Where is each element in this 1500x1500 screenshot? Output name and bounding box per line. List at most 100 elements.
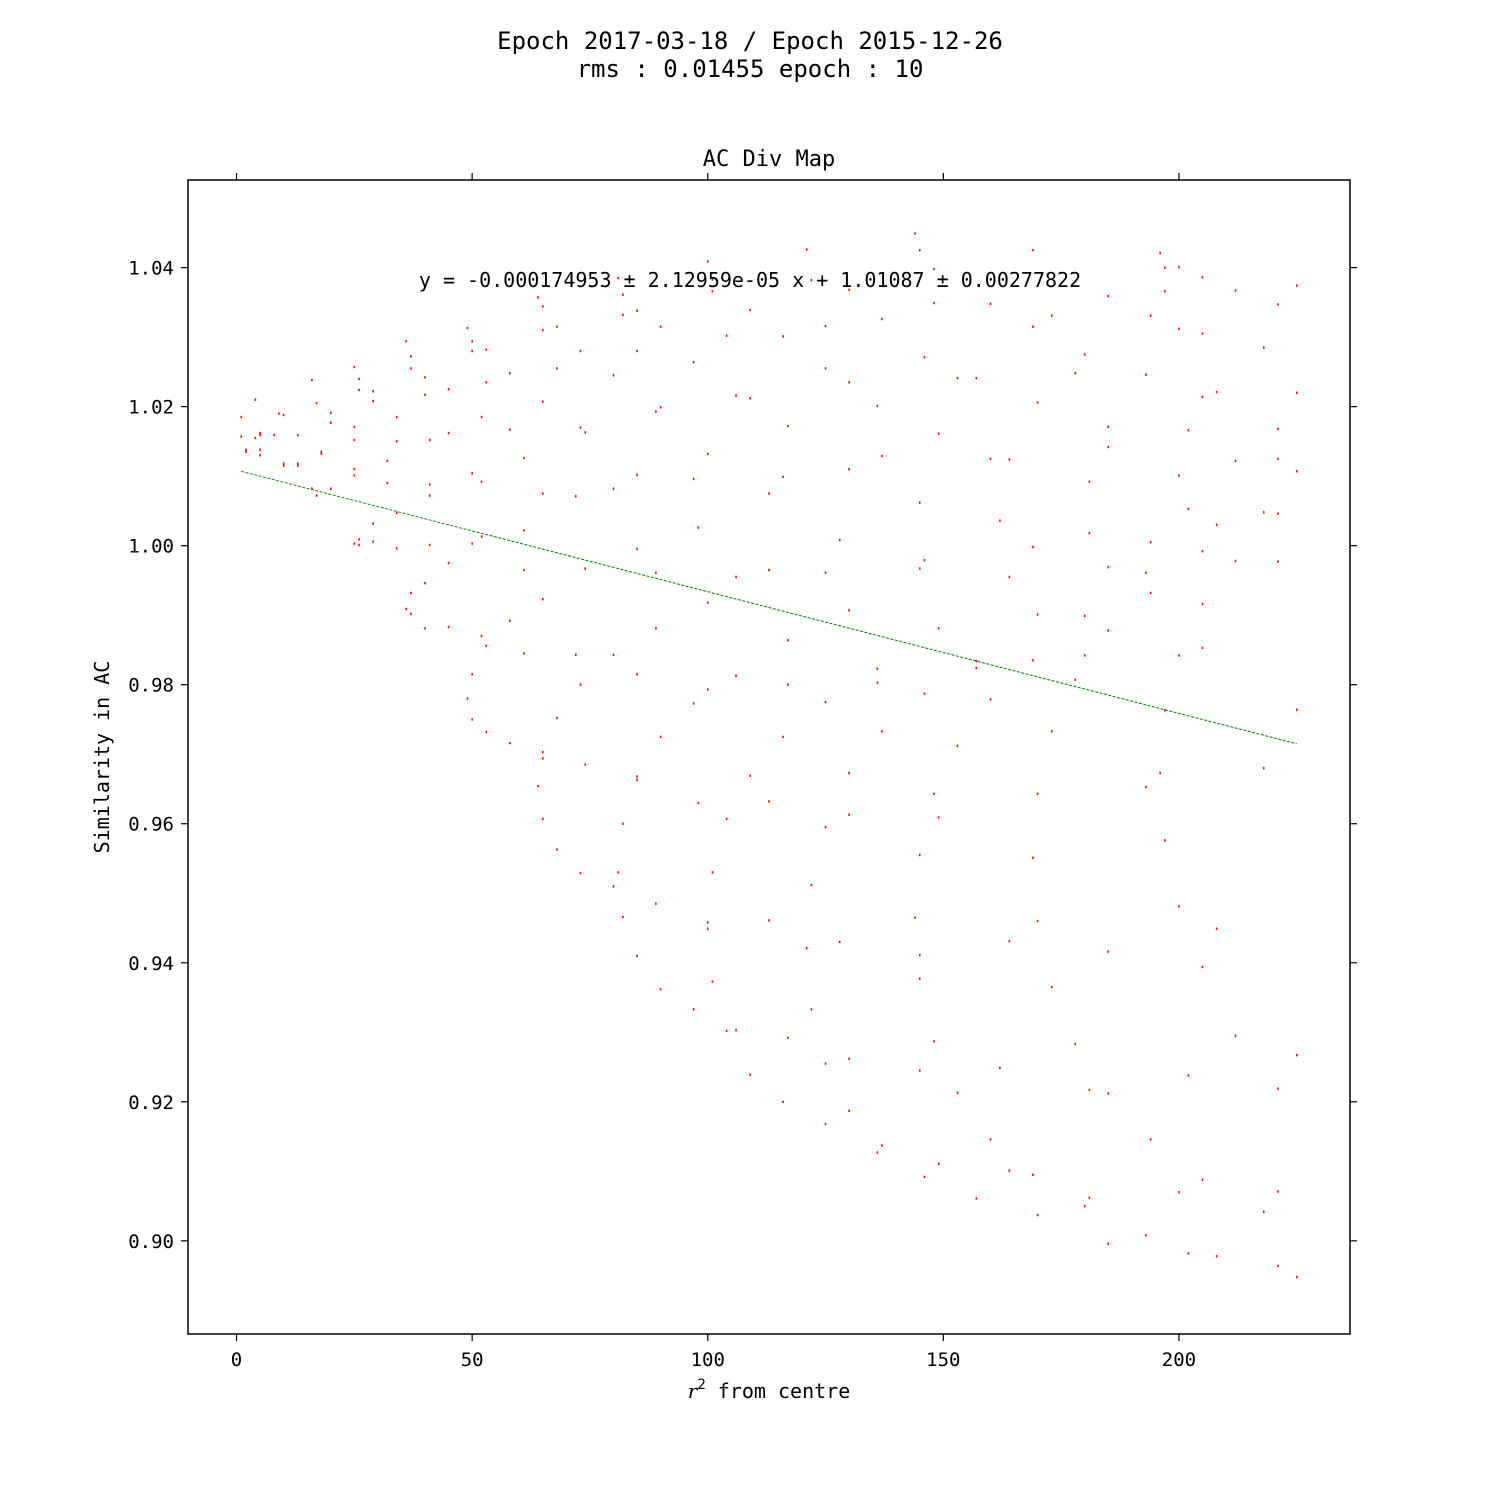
data-point: [1295, 1275, 1298, 1279]
x-axis-label-variable: r: [688, 1379, 699, 1403]
data-point: [1234, 559, 1237, 563]
data-point: [1036, 792, 1039, 796]
data-point: [782, 335, 784, 338]
data-point: [1149, 1138, 1152, 1141]
y-tick-label: 1.00: [128, 536, 174, 558]
data-point: [1262, 766, 1265, 770]
data-point: [787, 1036, 789, 1040]
data-point: [692, 702, 695, 705]
y-tick-label: 1.02: [128, 397, 174, 419]
data-point: [1032, 249, 1034, 252]
data-point: [881, 454, 883, 458]
data-point: [584, 431, 587, 434]
data-point: [320, 452, 323, 456]
data-point: [1277, 1190, 1279, 1193]
data-point: [706, 601, 709, 604]
data-point: [584, 567, 587, 570]
data-point: [1277, 1264, 1279, 1268]
data-point: [824, 700, 827, 704]
data-point: [956, 1091, 959, 1094]
data-point: [735, 674, 737, 677]
data-point: [805, 248, 808, 251]
y-tick-label: 0.98: [128, 675, 174, 697]
data-point: [1107, 425, 1110, 428]
data-point: [1032, 545, 1034, 549]
data-point: [556, 367, 558, 370]
data-point: [1277, 512, 1279, 515]
data-point: [1107, 629, 1110, 632]
data-point: [711, 871, 714, 874]
data-point: [372, 540, 374, 543]
data-point: [1164, 266, 1166, 269]
data-point: [1032, 659, 1034, 662]
data-point: [509, 741, 511, 745]
fit-line: [241, 470, 1297, 745]
data-point: [725, 1029, 728, 1033]
data-point: [1164, 290, 1166, 293]
data-point: [617, 871, 620, 874]
data-point: [1149, 591, 1152, 595]
data-point: [1201, 395, 1204, 399]
data-point: [1008, 1169, 1011, 1172]
data-point: [329, 421, 332, 424]
data-point: [1295, 708, 1298, 711]
data-point: [1215, 1254, 1218, 1258]
data-point: [542, 305, 544, 308]
data-point: [1008, 940, 1011, 943]
data-point: [706, 260, 709, 263]
data-point: [395, 511, 398, 515]
data-point: [636, 778, 638, 782]
data-point: [622, 915, 624, 919]
data-point: [711, 290, 714, 293]
data-point: [824, 1062, 827, 1065]
data-point: [937, 627, 940, 630]
data-point: [824, 367, 827, 370]
data-point: [655, 902, 657, 905]
data-point: [918, 567, 921, 570]
data-point: [240, 415, 243, 419]
data-point: [254, 436, 257, 440]
data-point: [706, 921, 709, 924]
data-point: [711, 278, 714, 281]
data-point: [923, 559, 926, 562]
data-point: [659, 406, 662, 409]
fit-line-layer: [241, 470, 1297, 745]
data-point: [937, 816, 940, 819]
data-point: [636, 309, 638, 312]
scatter-points: [240, 232, 1298, 1279]
data-point: [918, 1069, 921, 1072]
data-point: [1032, 325, 1034, 328]
data-point: [1201, 602, 1204, 606]
data-point: [542, 750, 544, 754]
data-point: [612, 885, 615, 888]
data-point: [636, 954, 638, 958]
data-point: [1215, 523, 1218, 527]
y-axis-label: Similarity in AC: [90, 661, 114, 854]
data-point: [768, 919, 770, 922]
data-point: [787, 683, 789, 686]
plot-area: [188, 180, 1350, 1334]
x-tick-label: 150: [926, 1349, 960, 1371]
data-point: [480, 480, 483, 483]
data-point: [923, 356, 926, 359]
data-point: [787, 639, 789, 642]
data-point: [622, 293, 624, 296]
data-point: [575, 495, 577, 498]
x-tick-label: 200: [1162, 1349, 1196, 1371]
data-point: [1187, 1252, 1190, 1255]
data-point: [749, 774, 751, 777]
data-point: [1215, 390, 1218, 394]
data-point: [1032, 856, 1034, 860]
data-point: [245, 448, 247, 451]
data-point: [542, 597, 544, 601]
data-point: [1145, 785, 1147, 789]
x-axis-ticks: 0 50 100 150 200: [231, 173, 1196, 1371]
data-point: [1295, 1054, 1298, 1057]
data-point: [1262, 511, 1265, 514]
data-point: [933, 792, 935, 796]
data-point: [353, 438, 356, 442]
data-point: [485, 381, 488, 384]
data-point: [395, 415, 398, 419]
data-point: [636, 349, 638, 353]
